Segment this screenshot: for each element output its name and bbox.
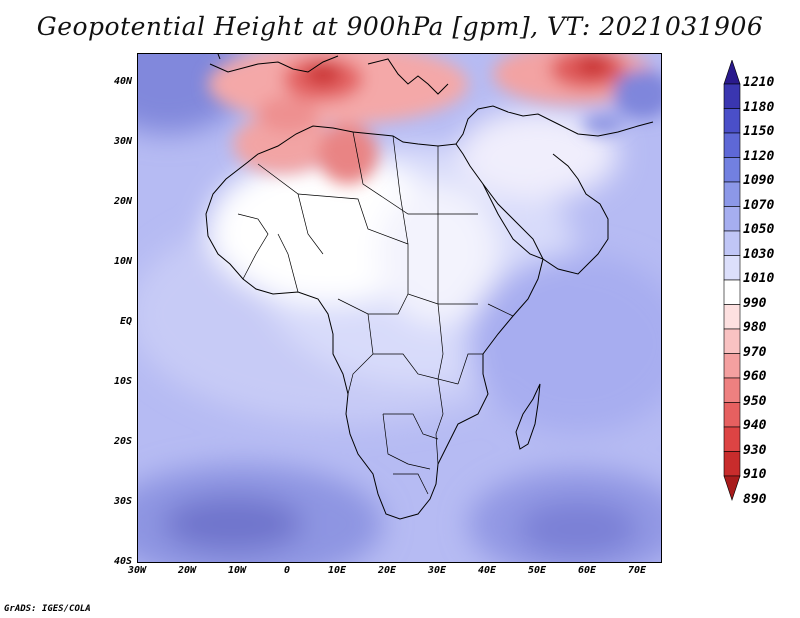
colorbar-swatch [723, 402, 741, 428]
colorbar-label: 1090 [743, 173, 775, 188]
x-tick-label: 20W [177, 565, 197, 576]
colorbar-label: 1210 [743, 75, 775, 90]
colorbar-label: 990 [743, 295, 767, 311]
y-tick-label: 40S [113, 556, 132, 567]
x-tick-label: 70E [627, 565, 647, 576]
country-borders [237, 131, 514, 495]
x-tick-label: 50E [527, 565, 547, 576]
colorbar-swatch [723, 181, 741, 207]
colorbar-label: 940 [743, 418, 767, 433]
colorbar-swatch [723, 206, 741, 232]
x-tick-label: 0 [283, 565, 291, 576]
y-tick-label: 30N [113, 136, 132, 147]
y-tick-label: 20N [113, 196, 132, 207]
colorbar-label: 970 [743, 344, 767, 360]
colorbar-swatch [723, 426, 741, 452]
x-tick-label: 20E [377, 565, 397, 576]
colorbar-label: 950 [743, 393, 767, 409]
y-tick-label: 10S [113, 376, 132, 387]
colorbar-swatch [723, 377, 741, 403]
colorbar-label: 960 [743, 369, 767, 384]
colorbar-label: 1010 [743, 271, 775, 286]
y-tick-label: 10N [113, 256, 132, 267]
colorbar-swatch [723, 108, 741, 134]
colorbar-label: 1120 [743, 148, 775, 164]
coastlines [205, 54, 654, 520]
x-tick-label: 40E [477, 565, 497, 576]
footer-credit: GrADS: IGES/COLA [4, 604, 91, 614]
colorbar-swatch [723, 451, 741, 477]
colorbar [723, 60, 741, 501]
colorbar-swatch [723, 328, 741, 354]
low-pressure-shading [208, 54, 661, 184]
colorbar-label: 890 [743, 491, 767, 507]
x-tick-label: 10W [227, 565, 247, 576]
colorbar-label: 930 [743, 442, 767, 458]
y-tick-label: 20S [113, 436, 132, 447]
colorbar-label: 1150 [743, 124, 775, 139]
y-tick-label: 30S [113, 496, 132, 507]
colorbar-swatch [723, 83, 741, 109]
colorbar-swatch [723, 279, 741, 305]
colorbar-label: 1070 [743, 197, 775, 213]
colorbar-label: 980 [743, 320, 767, 335]
map-plot-area [137, 53, 662, 563]
x-tick-label: 30E [427, 565, 447, 576]
colorbar-label: 1050 [743, 222, 775, 237]
y-tick-label: 40N [113, 76, 132, 87]
map-svg [138, 54, 661, 562]
colorbar-bottom-arrow [723, 475, 741, 501]
x-tick-label: 60E [577, 565, 597, 576]
colorbar-swatch [723, 353, 741, 379]
x-tick-label: 30W [127, 565, 147, 576]
colorbar-top-arrow [723, 60, 741, 85]
colorbar-swatch [723, 132, 741, 158]
colorbar-swatch [723, 157, 741, 183]
y-tick-label: EQ [119, 316, 132, 327]
colorbar-swatch [723, 230, 741, 256]
colorbar-swatch [723, 255, 741, 281]
colorbar-label: 1030 [743, 246, 775, 262]
colorbar-label: 910 [743, 467, 767, 482]
colorbar-swatch [723, 304, 741, 330]
x-tick-label: 10E [327, 565, 347, 576]
chart-title: Geopotential Height at 900hPa [gpm], VT:… [36, 12, 764, 41]
colorbar-label: 1180 [743, 99, 775, 115]
